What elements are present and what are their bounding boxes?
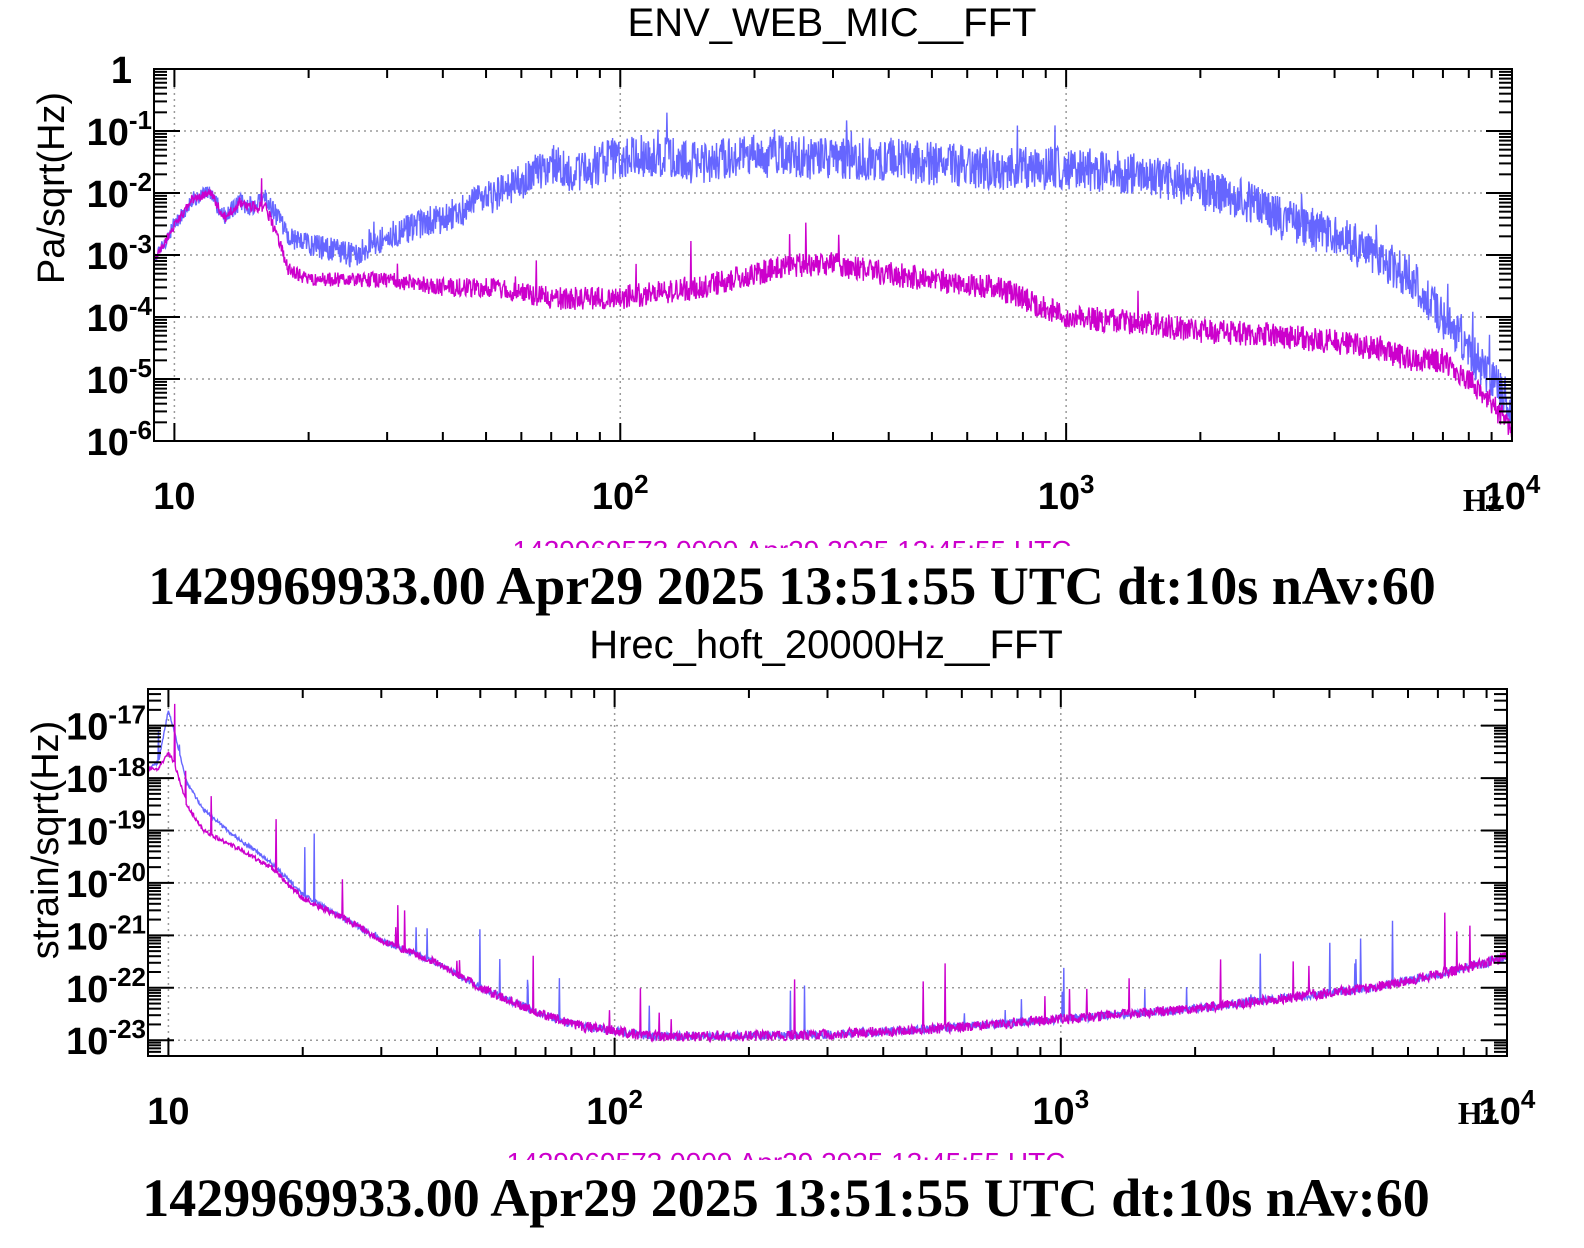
reference-time-label: 1429969573.0000 Apr29 2025 13:45:55 UTC — [513, 535, 1072, 566]
y-tick-label: 10-17 — [66, 700, 146, 749]
y-axis-label: strain/sqrt(Hz) — [25, 721, 67, 960]
y-tick-label: 10-3 — [87, 229, 152, 278]
y-tick-label: 10-23 — [66, 1014, 146, 1063]
x-tick-label: 10 — [147, 1091, 189, 1133]
series-line-reference — [154, 112, 1512, 423]
panel-env-web-mic: ENV_WEB_MIC__FFT 10 102 103 104110-110-210-… — [31, 1, 1541, 616]
reference-time-label: 1429969573.0000 Apr29 2025 13:45:55 UTC — [507, 1147, 1066, 1178]
footer-timestamp: 1429969933.00 Apr29 2025 13:51:55 UTC dt… — [148, 556, 1436, 616]
y-tick-label: 10-6 — [87, 415, 152, 464]
y-tick-label: 10-19 — [66, 805, 146, 854]
y-tick-label: 10-22 — [66, 962, 146, 1011]
y-axis-label: Pa/sqrt(Hz) — [31, 92, 73, 284]
x-tick-label: 10 — [153, 476, 195, 518]
y-tick-label: 10-5 — [87, 353, 152, 402]
y-tick-label: 10-20 — [66, 857, 146, 906]
y-tick-label: 1 — [111, 50, 132, 92]
series-line-current — [154, 178, 1512, 438]
reference-time-clip: 1429969573.0000 Apr29 2025 13:45:55 UTC — [507, 1147, 1066, 1178]
y-tick-label: 10-4 — [87, 291, 153, 340]
panel-title: ENV_WEB_MIC__FFT — [628, 1, 1037, 45]
panel-title: Hrec_hoft_20000Hz__FFT — [589, 623, 1063, 667]
footer-timestamp: 1429969933.00 Apr29 2025 13:51:55 UTC dt… — [142, 1168, 1430, 1228]
series-line-current — [148, 703, 1507, 1044]
y-tick-label: 10-21 — [66, 909, 146, 958]
y-tick-label: 10-1 — [87, 105, 152, 154]
panel-hrec-hoft: Hrec_hoft_20000Hz__FFT 10 102 103 10410-171… — [25, 623, 1536, 1228]
plot-area: 10 102 103 10410-1710-1810-1910-2010-2110-2… — [66, 688, 1536, 1133]
reference-time-clip: 1429969573.0000 Apr29 2025 13:45:55 UTC — [513, 535, 1072, 566]
y-tick-label: 10-2 — [87, 167, 152, 216]
x-axis-unit: Hz — [1463, 482, 1502, 518]
y-tick-label: 10-18 — [66, 752, 146, 801]
x-axis-unit: Hz — [1458, 1095, 1497, 1131]
